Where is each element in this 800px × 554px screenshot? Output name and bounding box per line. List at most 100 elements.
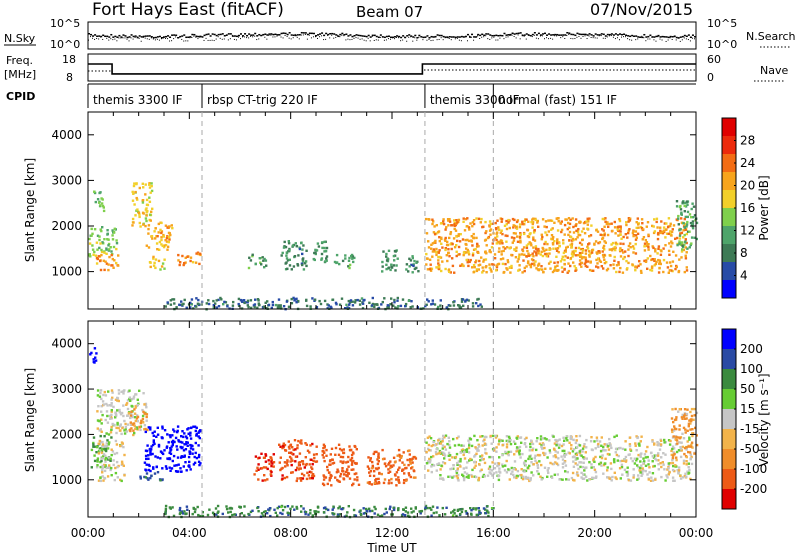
power-cell xyxy=(444,228,447,231)
velocity-cell xyxy=(352,508,356,512)
power-cell xyxy=(664,244,667,247)
velocity-cell xyxy=(294,455,298,458)
velocity-cell xyxy=(143,461,147,464)
noise-sky-point xyxy=(546,34,549,36)
velocity-cell xyxy=(100,422,103,425)
velocity-cell xyxy=(639,460,642,463)
velocity-cell xyxy=(620,465,624,469)
noise-right-label: N.Search xyxy=(746,30,796,43)
velocity-cell xyxy=(410,467,413,470)
velocity-cell xyxy=(238,505,241,508)
power-cell xyxy=(429,263,432,266)
power-cell xyxy=(527,220,530,223)
power-cell xyxy=(115,239,118,242)
power-cell xyxy=(491,263,494,266)
power-cell xyxy=(471,221,475,224)
velocity-cell xyxy=(276,506,279,510)
velocity-cell xyxy=(377,452,380,455)
power-cell xyxy=(148,196,151,199)
velocity-cell xyxy=(475,507,478,510)
power-cell xyxy=(106,229,109,232)
velocity-cell xyxy=(505,459,508,463)
velocity-cell xyxy=(549,461,552,465)
freq-left-tick-bottom: 8 xyxy=(66,71,73,84)
noise-sky-point xyxy=(242,35,245,37)
velocity-cell xyxy=(115,443,119,446)
power-cell xyxy=(670,230,674,234)
power-cell xyxy=(295,297,298,300)
power-cell xyxy=(468,228,471,231)
noise-search-point xyxy=(136,36,138,38)
noise-search-point xyxy=(396,36,398,38)
power-cell xyxy=(684,238,687,241)
power-cell xyxy=(660,250,663,253)
noise-sky-point xyxy=(385,35,388,38)
power-cell xyxy=(581,251,584,254)
power-cell xyxy=(301,263,304,267)
velocity-cell xyxy=(507,450,510,454)
velocity-cell xyxy=(683,452,686,456)
power-cell xyxy=(438,236,441,239)
power-cell xyxy=(625,221,628,224)
power-cell xyxy=(157,222,160,226)
noise-search-point xyxy=(420,36,422,38)
power-cell xyxy=(297,299,300,303)
velocity-cell xyxy=(128,389,131,392)
power-cell xyxy=(440,237,443,241)
velocity-cell xyxy=(448,440,451,443)
power-cell xyxy=(286,267,289,270)
velocity-cell xyxy=(683,446,687,450)
power-cell xyxy=(243,301,246,305)
power-cell xyxy=(454,229,458,232)
noise-sky-point xyxy=(219,33,222,36)
velocity-cell xyxy=(578,434,582,438)
power-cell xyxy=(432,248,436,251)
noise-search-point xyxy=(207,39,209,41)
velocity-cell xyxy=(657,444,660,447)
power-cell xyxy=(577,233,580,237)
velocity-cell xyxy=(97,452,101,455)
velocity-cell xyxy=(322,483,326,487)
y-tick-label: 1000 xyxy=(51,265,82,279)
velocity-cell xyxy=(485,435,488,439)
velocity-cell xyxy=(108,441,111,444)
power-cell xyxy=(651,224,654,228)
power-cell xyxy=(279,306,282,309)
power-cell xyxy=(563,223,567,227)
velocity-cell xyxy=(375,477,378,481)
velocity-cell xyxy=(145,415,148,419)
noise-search-point xyxy=(240,38,241,40)
velocity-cell xyxy=(139,477,142,480)
velocity-cell xyxy=(341,455,345,459)
noise-search-point xyxy=(242,36,244,38)
velocity-cell xyxy=(606,452,610,456)
velocity-cell xyxy=(600,436,603,439)
power-cell xyxy=(613,226,617,229)
noise-search-point xyxy=(246,37,248,39)
velocity-cell xyxy=(151,431,154,435)
velocity-cell xyxy=(690,419,693,423)
velocity-cell xyxy=(195,434,198,437)
power-cell xyxy=(371,302,375,306)
velocity-cell xyxy=(676,442,679,445)
station-title: Fort Hays East (fitACF) xyxy=(92,0,284,20)
velocity-cell xyxy=(154,455,157,458)
power-cell xyxy=(686,220,689,224)
power-cell xyxy=(649,268,652,272)
power-cell xyxy=(392,254,396,258)
velocity-cell xyxy=(425,441,428,444)
power-cell xyxy=(464,238,467,242)
power-cell xyxy=(158,240,162,244)
noise-search-point xyxy=(367,37,369,39)
noise-sky-point xyxy=(602,33,605,36)
velocity-cell xyxy=(184,442,188,446)
velocity-cell xyxy=(507,468,510,471)
velocity-cell xyxy=(452,437,455,441)
power-cell xyxy=(160,231,163,235)
velocity-cell xyxy=(144,454,148,458)
velocity-cell xyxy=(99,389,103,392)
velocity-cell xyxy=(127,412,131,415)
velocity-cell xyxy=(600,464,603,467)
noise-sky-point xyxy=(586,34,589,36)
velocity-cell xyxy=(639,471,642,474)
